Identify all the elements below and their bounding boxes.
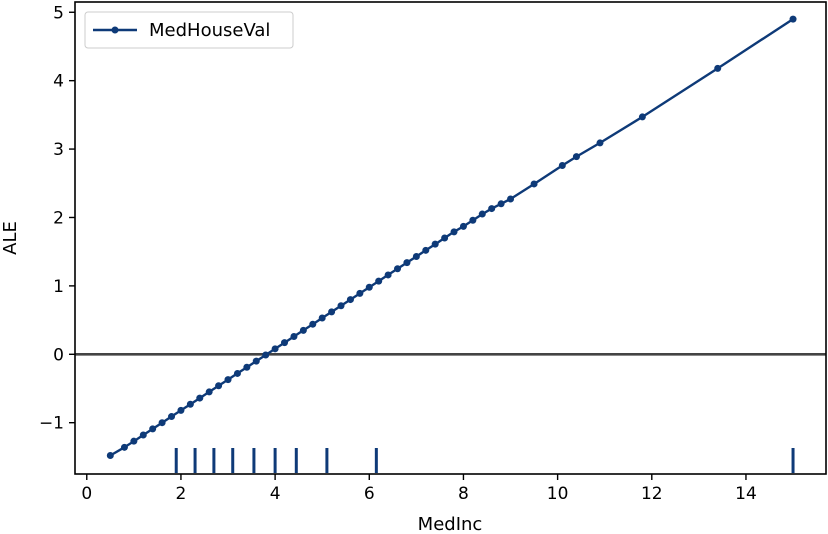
data-point xyxy=(205,388,213,396)
data-point xyxy=(365,283,373,291)
x-tick-label: 8 xyxy=(458,484,469,504)
x-tick-label: 2 xyxy=(176,484,187,504)
data-point xyxy=(328,308,336,316)
data-point xyxy=(403,259,411,267)
data-point xyxy=(318,314,326,322)
y-tick-label: 4 xyxy=(53,72,64,92)
data-point xyxy=(431,240,439,248)
data-point xyxy=(572,153,580,161)
data-point xyxy=(346,296,354,304)
x-tick-label: 10 xyxy=(547,484,569,504)
data-point xyxy=(233,369,241,377)
data-point xyxy=(243,363,251,371)
data-point xyxy=(177,406,185,414)
data-point xyxy=(558,161,566,169)
data-point xyxy=(497,200,505,208)
data-point xyxy=(196,394,204,402)
data-point xyxy=(337,302,345,310)
data-point xyxy=(384,271,392,279)
data-point xyxy=(186,400,194,408)
x-tick-label: 6 xyxy=(364,484,375,504)
data-point xyxy=(309,320,317,328)
data-point xyxy=(224,376,232,384)
data-point xyxy=(596,139,604,147)
x-tick-label: 14 xyxy=(735,484,757,504)
data-point xyxy=(714,64,722,72)
y-tick-label: 5 xyxy=(53,3,64,23)
data-point xyxy=(356,289,364,297)
data-point xyxy=(530,180,538,188)
data-point xyxy=(789,15,797,23)
data-point xyxy=(469,216,477,224)
data-point xyxy=(299,326,307,334)
data-point xyxy=(252,357,260,365)
data-point xyxy=(422,246,430,254)
x-tick-label: 12 xyxy=(641,484,663,504)
data-point xyxy=(139,431,147,439)
data-point xyxy=(271,345,279,353)
data-point xyxy=(262,351,270,359)
y-tick-label: 0 xyxy=(53,345,64,365)
data-point xyxy=(120,443,128,451)
data-point xyxy=(375,277,383,285)
y-tick-label: 1 xyxy=(53,277,64,297)
y-axis-label: ALE xyxy=(0,221,21,255)
data-point xyxy=(130,437,138,445)
legend-box xyxy=(84,11,294,49)
data-point xyxy=(281,339,289,347)
y-tick-label: 3 xyxy=(53,140,64,160)
data-point xyxy=(450,228,458,236)
data-point xyxy=(394,265,402,273)
data-point xyxy=(158,419,166,427)
data-point xyxy=(168,413,176,421)
data-point xyxy=(106,452,114,460)
x-tick-label: 4 xyxy=(270,484,281,504)
y-tick-label: −1 xyxy=(39,414,64,434)
data-point xyxy=(638,113,646,121)
data-point xyxy=(412,252,420,260)
legend: MedHouseVal xyxy=(84,11,294,49)
data-point xyxy=(215,382,223,390)
data-point xyxy=(459,222,467,230)
data-point xyxy=(290,333,298,341)
x-axis-label: MedInc xyxy=(418,514,483,534)
data-point xyxy=(488,205,496,213)
y-tick-label: 2 xyxy=(53,208,64,228)
x-tick-label: 0 xyxy=(81,484,92,504)
data-point xyxy=(507,195,515,203)
data-point xyxy=(441,234,449,242)
plot-frame xyxy=(74,1,827,475)
legend-point-marker xyxy=(111,26,119,34)
legend-label: MedHouseVal xyxy=(149,20,270,41)
data-point xyxy=(478,210,486,218)
data-point xyxy=(149,425,157,433)
